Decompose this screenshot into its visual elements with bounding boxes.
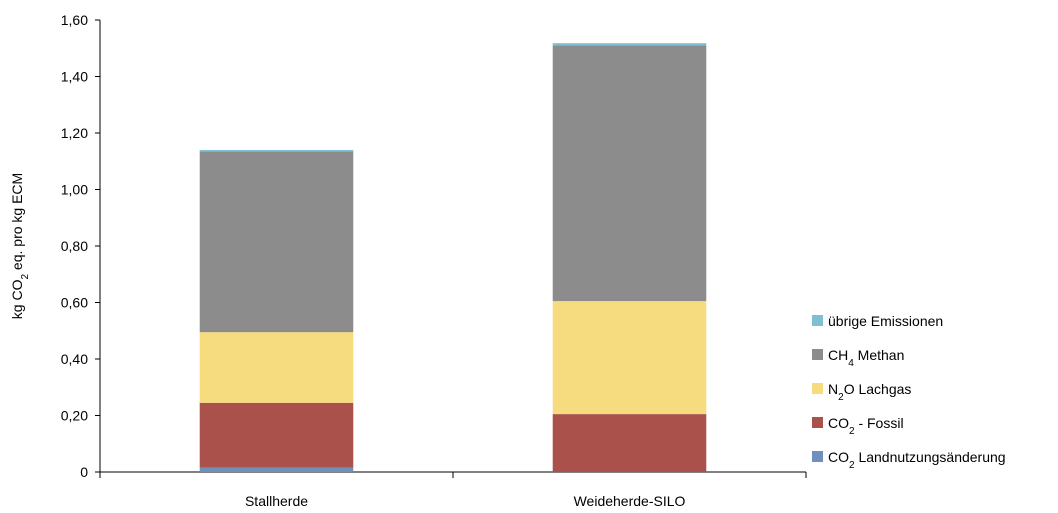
y-tick-label: 1,60	[61, 12, 88, 28]
y-tick-label: 0,40	[61, 351, 88, 367]
legend-label: übrige Emissionen	[828, 313, 943, 329]
legend-label: N2O Lachgas	[828, 381, 911, 403]
y-tick-label: 0,80	[61, 238, 88, 254]
legend-label: CO2 Landnutzungsänderung	[828, 449, 1006, 471]
bar-segment	[199, 151, 354, 333]
legend: übrige Emissionen CH4 Methan N2O Lachgas CO…	[812, 313, 1006, 471]
y-tick-label: 1,20	[61, 125, 88, 141]
y-tick-label: 0	[80, 464, 88, 480]
x-axis: Stallherde Weideherde-SILO	[99, 471, 807, 509]
y-axis: 0 0,20 0,40 0,60 0,80 1,00 1,20 1,40 1,60	[61, 12, 101, 480]
bar-segment	[199, 332, 354, 403]
legend-swatch	[812, 451, 823, 462]
legend-swatch	[812, 383, 823, 394]
y-tick-label: 0,60	[61, 295, 88, 311]
bar-segment	[199, 149, 354, 152]
y-tick-label: 1,00	[61, 182, 88, 198]
legend-label: CH4 Methan	[828, 347, 904, 369]
bar-segment	[552, 45, 707, 302]
legend-swatch	[812, 417, 823, 428]
bar-segment	[199, 402, 354, 468]
y-axis-label: kg CO2 eq. pro kg ECM	[9, 173, 31, 319]
bar-segment	[552, 301, 707, 415]
legend-swatch	[812, 349, 823, 360]
y-tick-label: 0,20	[61, 408, 88, 424]
legend-label: CO2 - Fossil	[828, 415, 904, 437]
x-category-label: Weideherde-SILO	[574, 493, 686, 509]
y-tick-label: 1,40	[61, 69, 88, 85]
bar-segment	[552, 414, 707, 472]
bars	[199, 43, 707, 472]
bar-segment	[199, 467, 354, 472]
legend-swatch	[812, 315, 823, 326]
bar-segment	[552, 43, 707, 46]
x-category-label: Stallherde	[245, 493, 308, 509]
